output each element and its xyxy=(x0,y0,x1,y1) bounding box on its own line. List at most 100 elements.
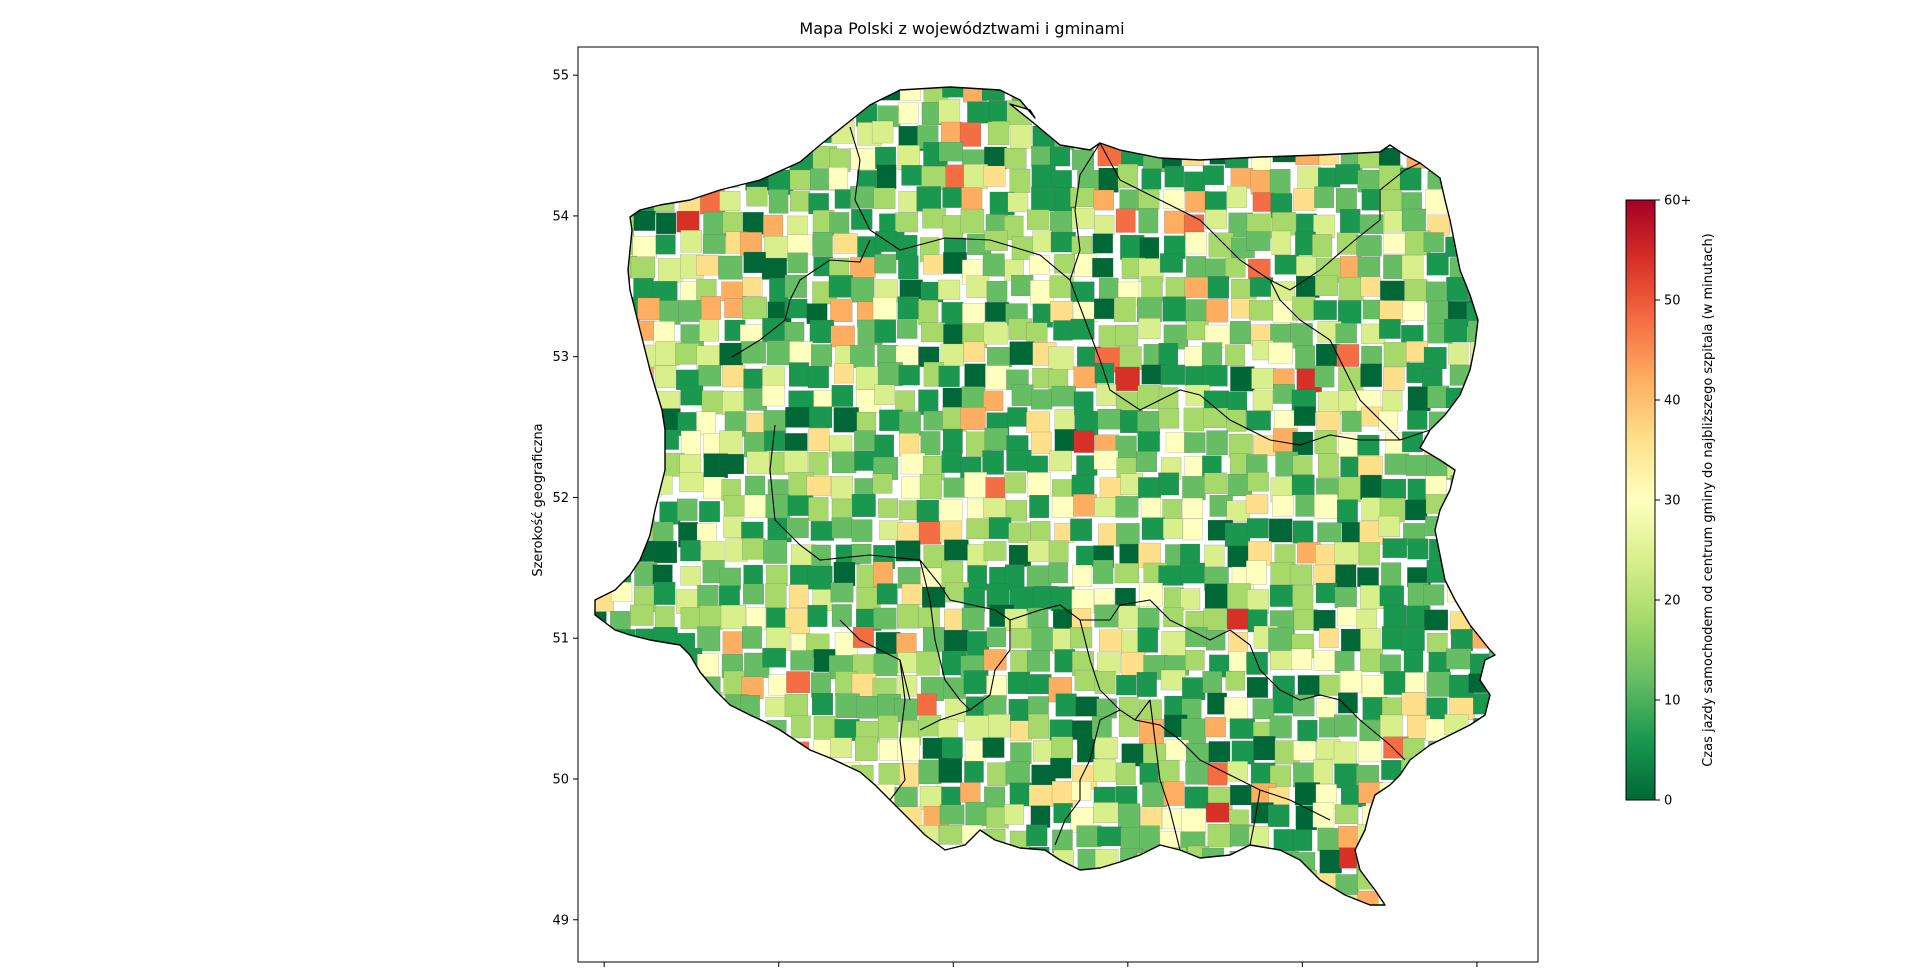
gmina-cell xyxy=(654,540,678,564)
gmina-cell xyxy=(982,737,1005,758)
gmina-cell xyxy=(918,521,942,545)
gmina-cell xyxy=(1137,627,1158,653)
gmina-cell xyxy=(987,762,1008,786)
gmina-cell xyxy=(1031,186,1057,212)
gmina-cell xyxy=(938,825,965,845)
gmina-cell xyxy=(699,319,719,342)
gmina-cell xyxy=(679,472,704,493)
gmina-cell xyxy=(1229,321,1251,345)
gmina-cell xyxy=(1316,343,1340,367)
gmina-cell xyxy=(941,302,964,325)
gmina-cell xyxy=(741,538,766,560)
gmina-cell xyxy=(1314,494,1338,519)
gmina-cell xyxy=(807,366,829,389)
gmina-cell xyxy=(1184,171,1206,192)
gmina-cell xyxy=(678,300,703,322)
gmina-cell xyxy=(1360,628,1381,651)
gmina-cell xyxy=(895,390,915,412)
gmina-cell xyxy=(962,303,985,326)
gmina-cell xyxy=(743,583,765,605)
gmina-cell xyxy=(987,121,1010,146)
gmina-cell xyxy=(1008,544,1032,567)
gmina-cell xyxy=(965,801,987,827)
gmina-cell xyxy=(1426,281,1446,303)
gmina-cell xyxy=(898,255,919,280)
gmina-cell xyxy=(1334,714,1357,737)
gmina-cell xyxy=(812,232,833,257)
gmina-cell xyxy=(1158,408,1180,429)
colorbar-tick-label: 60+ xyxy=(1664,194,1691,209)
gmina-cell xyxy=(921,322,946,343)
gmina-cell xyxy=(1050,301,1073,323)
gmina-cell xyxy=(835,693,860,719)
gmina-cell xyxy=(1334,651,1355,674)
gmina-cell xyxy=(1381,759,1402,780)
gmina-cell xyxy=(938,499,963,522)
gmina-cell xyxy=(988,517,1012,540)
gmina-cell xyxy=(898,102,919,125)
gmina-cell xyxy=(633,210,656,231)
gmina-cell xyxy=(1162,518,1183,539)
gmina-cell xyxy=(1224,696,1248,722)
gmina-cell xyxy=(1273,384,1295,404)
gmina-cell xyxy=(1137,411,1161,434)
gmina-cell xyxy=(830,325,855,348)
gmina-cell xyxy=(1118,803,1141,829)
gmina-cell xyxy=(1028,784,1053,807)
gmina-cell xyxy=(699,501,720,523)
gmina-cell xyxy=(1337,606,1359,627)
gmina-cell xyxy=(1360,648,1383,673)
gmina-cell xyxy=(787,234,813,255)
gmina-cell xyxy=(1138,582,1163,607)
gmina-cell xyxy=(1010,742,1032,764)
gmina-cell xyxy=(1245,494,1269,515)
gmina-cell xyxy=(784,693,809,718)
gmina-cell xyxy=(988,100,1010,122)
gmina-cell xyxy=(1010,124,1032,149)
gmina-cell xyxy=(831,604,852,627)
gmina-cell xyxy=(1231,740,1255,765)
gmina-cell xyxy=(1315,582,1338,604)
colorbar-tick-label: 30 xyxy=(1664,494,1681,509)
gmina-cell xyxy=(630,604,654,626)
gmina-cell xyxy=(1274,254,1299,275)
gmina-cell xyxy=(762,385,785,407)
gmina-cell xyxy=(1383,233,1406,255)
gmina-cell xyxy=(742,277,763,297)
gmina-cell xyxy=(1401,254,1424,280)
gmina-cell xyxy=(941,450,963,473)
chart-title: Mapa Polski z województwami i gminami xyxy=(799,19,1124,38)
gmina-cell xyxy=(899,279,923,300)
gmina-cell xyxy=(1268,627,1294,653)
gmina-cell xyxy=(1225,257,1246,278)
gmina-cell xyxy=(872,473,893,494)
gmina-cell xyxy=(1050,757,1072,779)
gmina-cell xyxy=(1027,209,1050,230)
gmina-cell xyxy=(1338,692,1358,714)
gmina-cell xyxy=(918,389,939,415)
gmina-cell xyxy=(657,258,683,283)
gmina-cell xyxy=(830,298,853,323)
gmina-cell xyxy=(1070,627,1093,649)
gmina-cell xyxy=(833,233,858,254)
gmina-cell xyxy=(1207,276,1230,299)
gmina-cell xyxy=(1031,389,1053,410)
gmina-cell xyxy=(1138,477,1161,499)
gmina-cell xyxy=(983,497,1006,518)
gmina-cell xyxy=(745,475,766,497)
gmina-cell xyxy=(1230,366,1255,392)
gmina-cell xyxy=(961,607,985,631)
gmina-cell xyxy=(696,255,719,276)
gmina-cell xyxy=(1054,409,1075,433)
gmina-cell xyxy=(943,324,965,347)
gmina-cell xyxy=(1423,584,1445,606)
gmina-cell xyxy=(984,230,1008,251)
gmina-cell xyxy=(720,604,746,630)
gmina-cell xyxy=(1028,713,1049,739)
gmina-cell xyxy=(966,518,991,540)
gmina-cell xyxy=(808,497,829,521)
gmina-cell xyxy=(1357,169,1381,193)
gmina-cell xyxy=(1183,407,1205,432)
gmina-cell xyxy=(1070,518,1093,541)
colorbar xyxy=(1625,199,1656,801)
